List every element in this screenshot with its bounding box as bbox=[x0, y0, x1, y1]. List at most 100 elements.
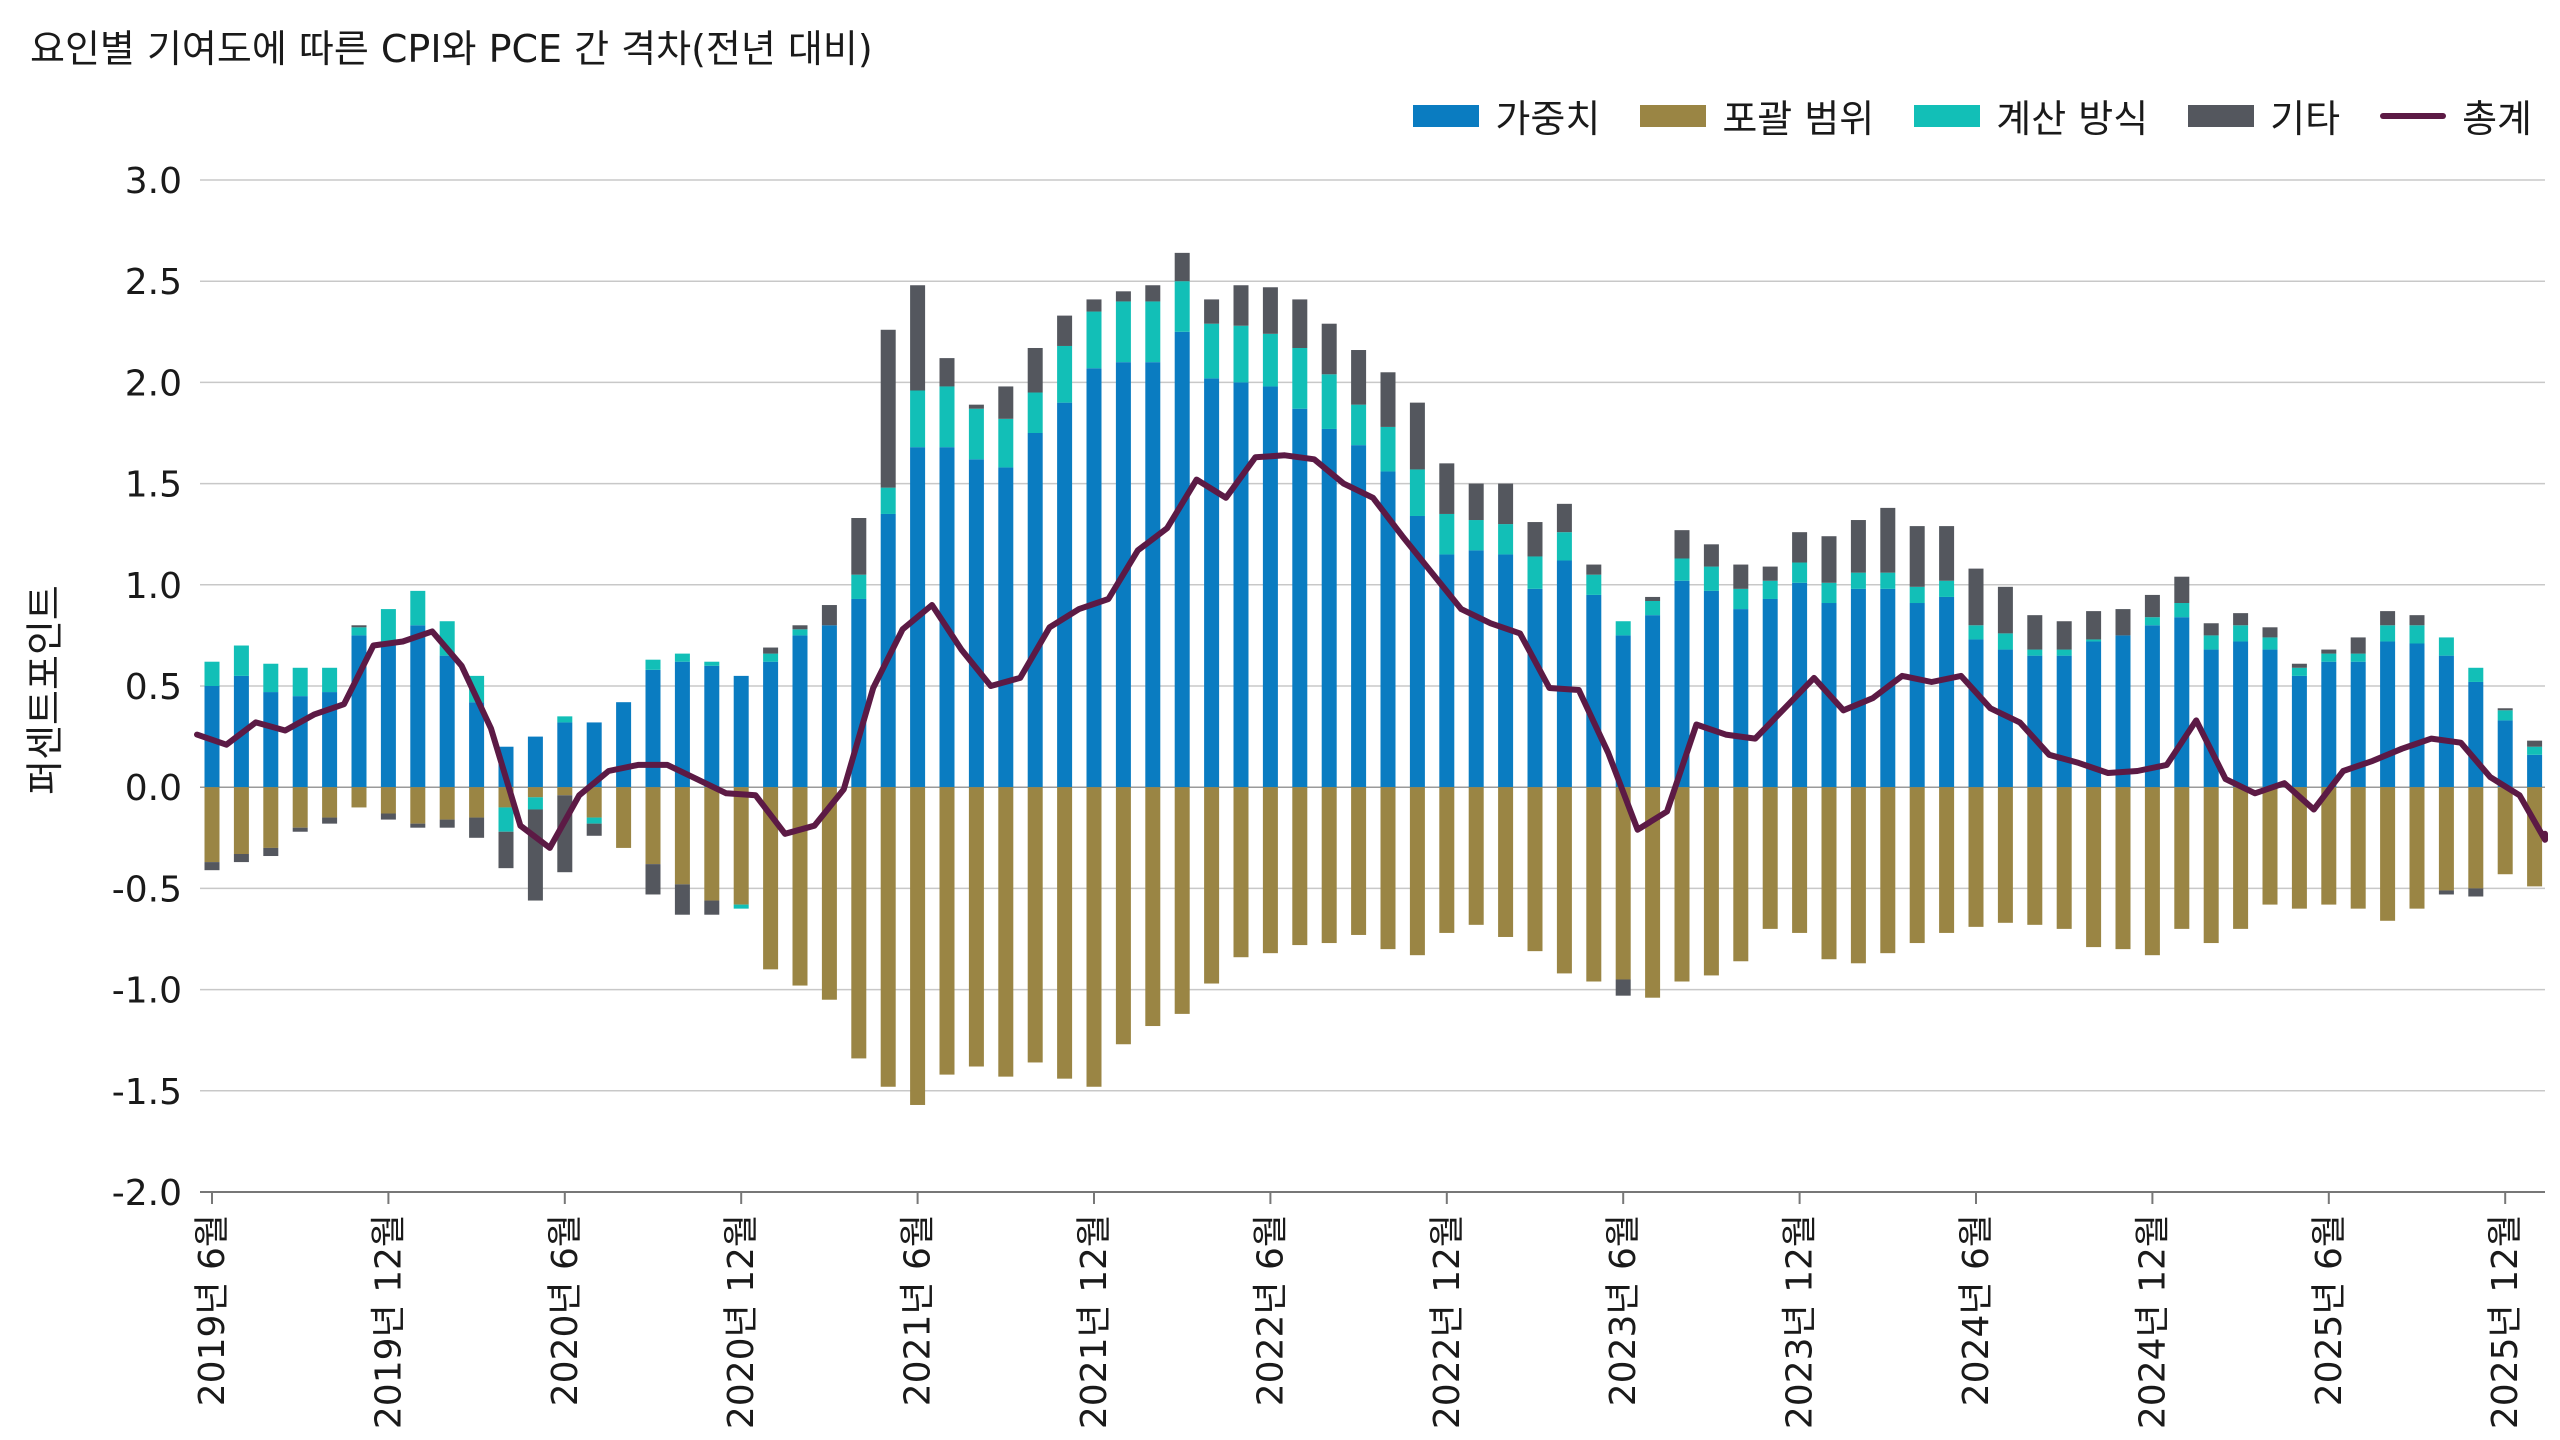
bar-segment-coverage bbox=[939, 787, 955, 1075]
y-tick-label: 0.0 bbox=[125, 768, 182, 809]
bar-segment-formula bbox=[2262, 637, 2278, 650]
bar-segment-formula bbox=[1321, 374, 1337, 429]
bar-segment-other bbox=[1439, 463, 1455, 514]
y-tick-label: -2.0 bbox=[112, 1173, 182, 1214]
bar-segment-weight bbox=[616, 702, 632, 788]
bar-segment-weight bbox=[821, 625, 837, 788]
bar-segment-other bbox=[1262, 287, 1278, 334]
bar-segment-weight bbox=[586, 722, 602, 788]
bar-segment-coverage bbox=[1409, 787, 1425, 956]
bar-segment-coverage bbox=[2027, 787, 2043, 925]
bar-segment-weight bbox=[292, 696, 308, 788]
bar-segment-other bbox=[851, 518, 867, 575]
bar-segment-weight bbox=[1027, 433, 1043, 788]
x-tick-label: 2019년 6월 bbox=[192, 1214, 233, 1406]
bar-segment-other bbox=[263, 847, 279, 857]
bar-segment-other bbox=[351, 625, 367, 628]
bar-segment-formula bbox=[1880, 572, 1896, 589]
bar-segment-formula bbox=[1439, 513, 1455, 555]
legend-swatch-coverage bbox=[1640, 104, 1707, 127]
bar-segment-formula bbox=[1204, 323, 1220, 379]
legend-item-weight: 가중치 bbox=[1413, 88, 1600, 143]
bar-segment-weight bbox=[733, 675, 749, 788]
bar-segment-weight bbox=[1527, 588, 1543, 788]
bar-segment-weight bbox=[763, 661, 779, 788]
bar-segment-weight bbox=[2027, 655, 2043, 788]
bar-segment-coverage bbox=[410, 787, 426, 824]
bar-segment-formula bbox=[968, 408, 984, 460]
bar-segment-coverage bbox=[763, 787, 779, 970]
x-tick-label: 2025년 12월 bbox=[2485, 1214, 2526, 1429]
bar-segment-formula bbox=[351, 627, 367, 636]
bar-segment-weight bbox=[1174, 331, 1190, 788]
bar-segment-other bbox=[2203, 623, 2219, 636]
bar-segment-other bbox=[1380, 372, 1396, 427]
bar-segment-other bbox=[2350, 637, 2366, 654]
bar-segment-formula bbox=[1586, 574, 1602, 595]
bar-segment-weight bbox=[1351, 445, 1367, 788]
bar-segment-coverage bbox=[586, 787, 602, 818]
bar-segment-coverage bbox=[998, 787, 1014, 1077]
bar-segment-other bbox=[586, 823, 602, 836]
bar-segment-other bbox=[1762, 566, 1778, 581]
bar-segment-weight bbox=[1439, 554, 1455, 788]
bar-segment-formula bbox=[1556, 532, 1572, 561]
bar-segment-coverage bbox=[2203, 787, 2219, 944]
bar-segment-formula bbox=[2350, 653, 2366, 662]
bar-segment-weight bbox=[2174, 617, 2190, 788]
bar-segment-weight bbox=[322, 692, 338, 788]
bar-segment-other bbox=[527, 809, 543, 901]
bar-segment-coverage bbox=[1468, 787, 1484, 925]
bar-segment-other bbox=[292, 827, 308, 832]
bar-segment-weight bbox=[968, 459, 984, 788]
bar-segment-other bbox=[2468, 888, 2484, 897]
bar-segment-other bbox=[1292, 299, 1308, 348]
bar-segment-formula bbox=[1027, 392, 1043, 433]
bar-segment-coverage bbox=[1821, 787, 1837, 960]
bar-segment-weight bbox=[1057, 402, 1073, 788]
bar-segment-coverage bbox=[880, 787, 896, 1087]
bar-segment-other bbox=[1645, 596, 1661, 601]
bar-segment-other bbox=[1204, 299, 1220, 324]
legend-swatch-total bbox=[2380, 112, 2447, 119]
bar-segment-formula bbox=[2380, 625, 2396, 642]
bar-segment-weight bbox=[704, 665, 720, 788]
bar-segment-formula bbox=[1733, 588, 1749, 610]
bar-segment-coverage bbox=[2380, 787, 2396, 921]
bar-segment-coverage bbox=[1351, 787, 1367, 935]
bar-segment-weight bbox=[792, 635, 808, 788]
bar-segment-other bbox=[1703, 544, 1719, 567]
bar-segment-formula bbox=[2144, 617, 2160, 626]
bar-segment-weight bbox=[1498, 554, 1514, 788]
y-axis-label: 퍼센트포인트 bbox=[23, 585, 67, 795]
bar-segment-weight bbox=[1262, 386, 1278, 788]
bar-segment-weight bbox=[263, 692, 279, 788]
bar-segment-other bbox=[1939, 526, 1955, 581]
bar-segment-coverage bbox=[2291, 787, 2307, 909]
bar-segment-formula bbox=[1145, 301, 1161, 363]
bar-segment-coverage bbox=[2086, 787, 2102, 948]
bar-segment-weight bbox=[1086, 368, 1102, 788]
bar-segment-coverage bbox=[263, 787, 279, 848]
bar-segment-formula bbox=[410, 590, 426, 626]
bar-segment-other bbox=[1615, 979, 1631, 996]
bar-segment-coverage bbox=[1204, 787, 1220, 984]
bar-segment-coverage bbox=[1615, 787, 1631, 980]
bar-segment-formula bbox=[645, 659, 661, 670]
y-tick-label: -0.5 bbox=[112, 869, 182, 910]
bar-segment-coverage bbox=[1527, 787, 1543, 952]
bar-segment-other bbox=[2321, 649, 2337, 654]
bar-segment-weight bbox=[2144, 625, 2160, 788]
bar-segment-other bbox=[469, 817, 485, 838]
bar-segment-coverage bbox=[469, 787, 485, 818]
bar-segment-formula bbox=[998, 418, 1014, 468]
bar-segment-formula bbox=[910, 390, 926, 448]
bar-segment-coverage bbox=[2233, 787, 2249, 929]
bar-segment-weight bbox=[2262, 649, 2278, 788]
bar-segment-other bbox=[1527, 522, 1543, 557]
bar-segment-formula bbox=[527, 797, 543, 810]
bar-segment-other bbox=[2086, 611, 2102, 640]
bar-segment-coverage bbox=[1733, 787, 1749, 962]
bar-segment-weight bbox=[1145, 362, 1161, 788]
bar-segment-other bbox=[998, 386, 1014, 419]
